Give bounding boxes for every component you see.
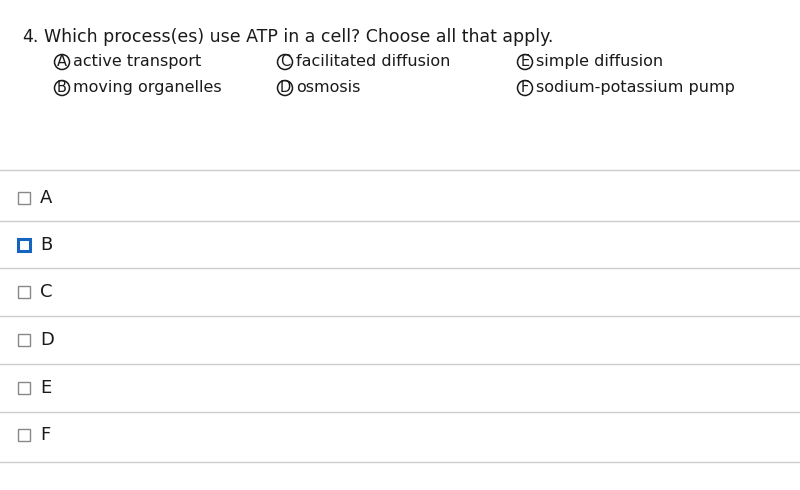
Text: osmosis: osmosis xyxy=(296,80,360,96)
Text: Which process(es) use ATP in a cell? Choose all that apply.: Which process(es) use ATP in a cell? Cho… xyxy=(44,28,554,46)
Bar xyxy=(18,192,30,204)
Text: C: C xyxy=(40,283,53,301)
Bar xyxy=(18,382,30,394)
Text: C: C xyxy=(280,54,290,70)
Bar xyxy=(18,286,30,298)
Text: F: F xyxy=(521,80,529,96)
Text: facilitated diffusion: facilitated diffusion xyxy=(296,54,450,70)
Text: 4.: 4. xyxy=(22,28,38,46)
Text: D: D xyxy=(279,80,290,96)
Text: B: B xyxy=(40,236,52,254)
Bar xyxy=(18,239,30,251)
Text: active transport: active transport xyxy=(73,54,202,70)
Text: E: E xyxy=(521,54,530,70)
Bar xyxy=(18,334,30,346)
Text: B: B xyxy=(57,80,67,96)
Text: A: A xyxy=(40,189,52,207)
Text: F: F xyxy=(40,426,50,444)
Text: moving organelles: moving organelles xyxy=(73,80,222,96)
Text: simple diffusion: simple diffusion xyxy=(536,54,663,70)
Text: D: D xyxy=(40,331,54,349)
Text: sodium-potassium pump: sodium-potassium pump xyxy=(536,80,735,96)
Text: A: A xyxy=(57,54,67,70)
Text: E: E xyxy=(40,379,51,397)
Bar xyxy=(18,429,30,441)
